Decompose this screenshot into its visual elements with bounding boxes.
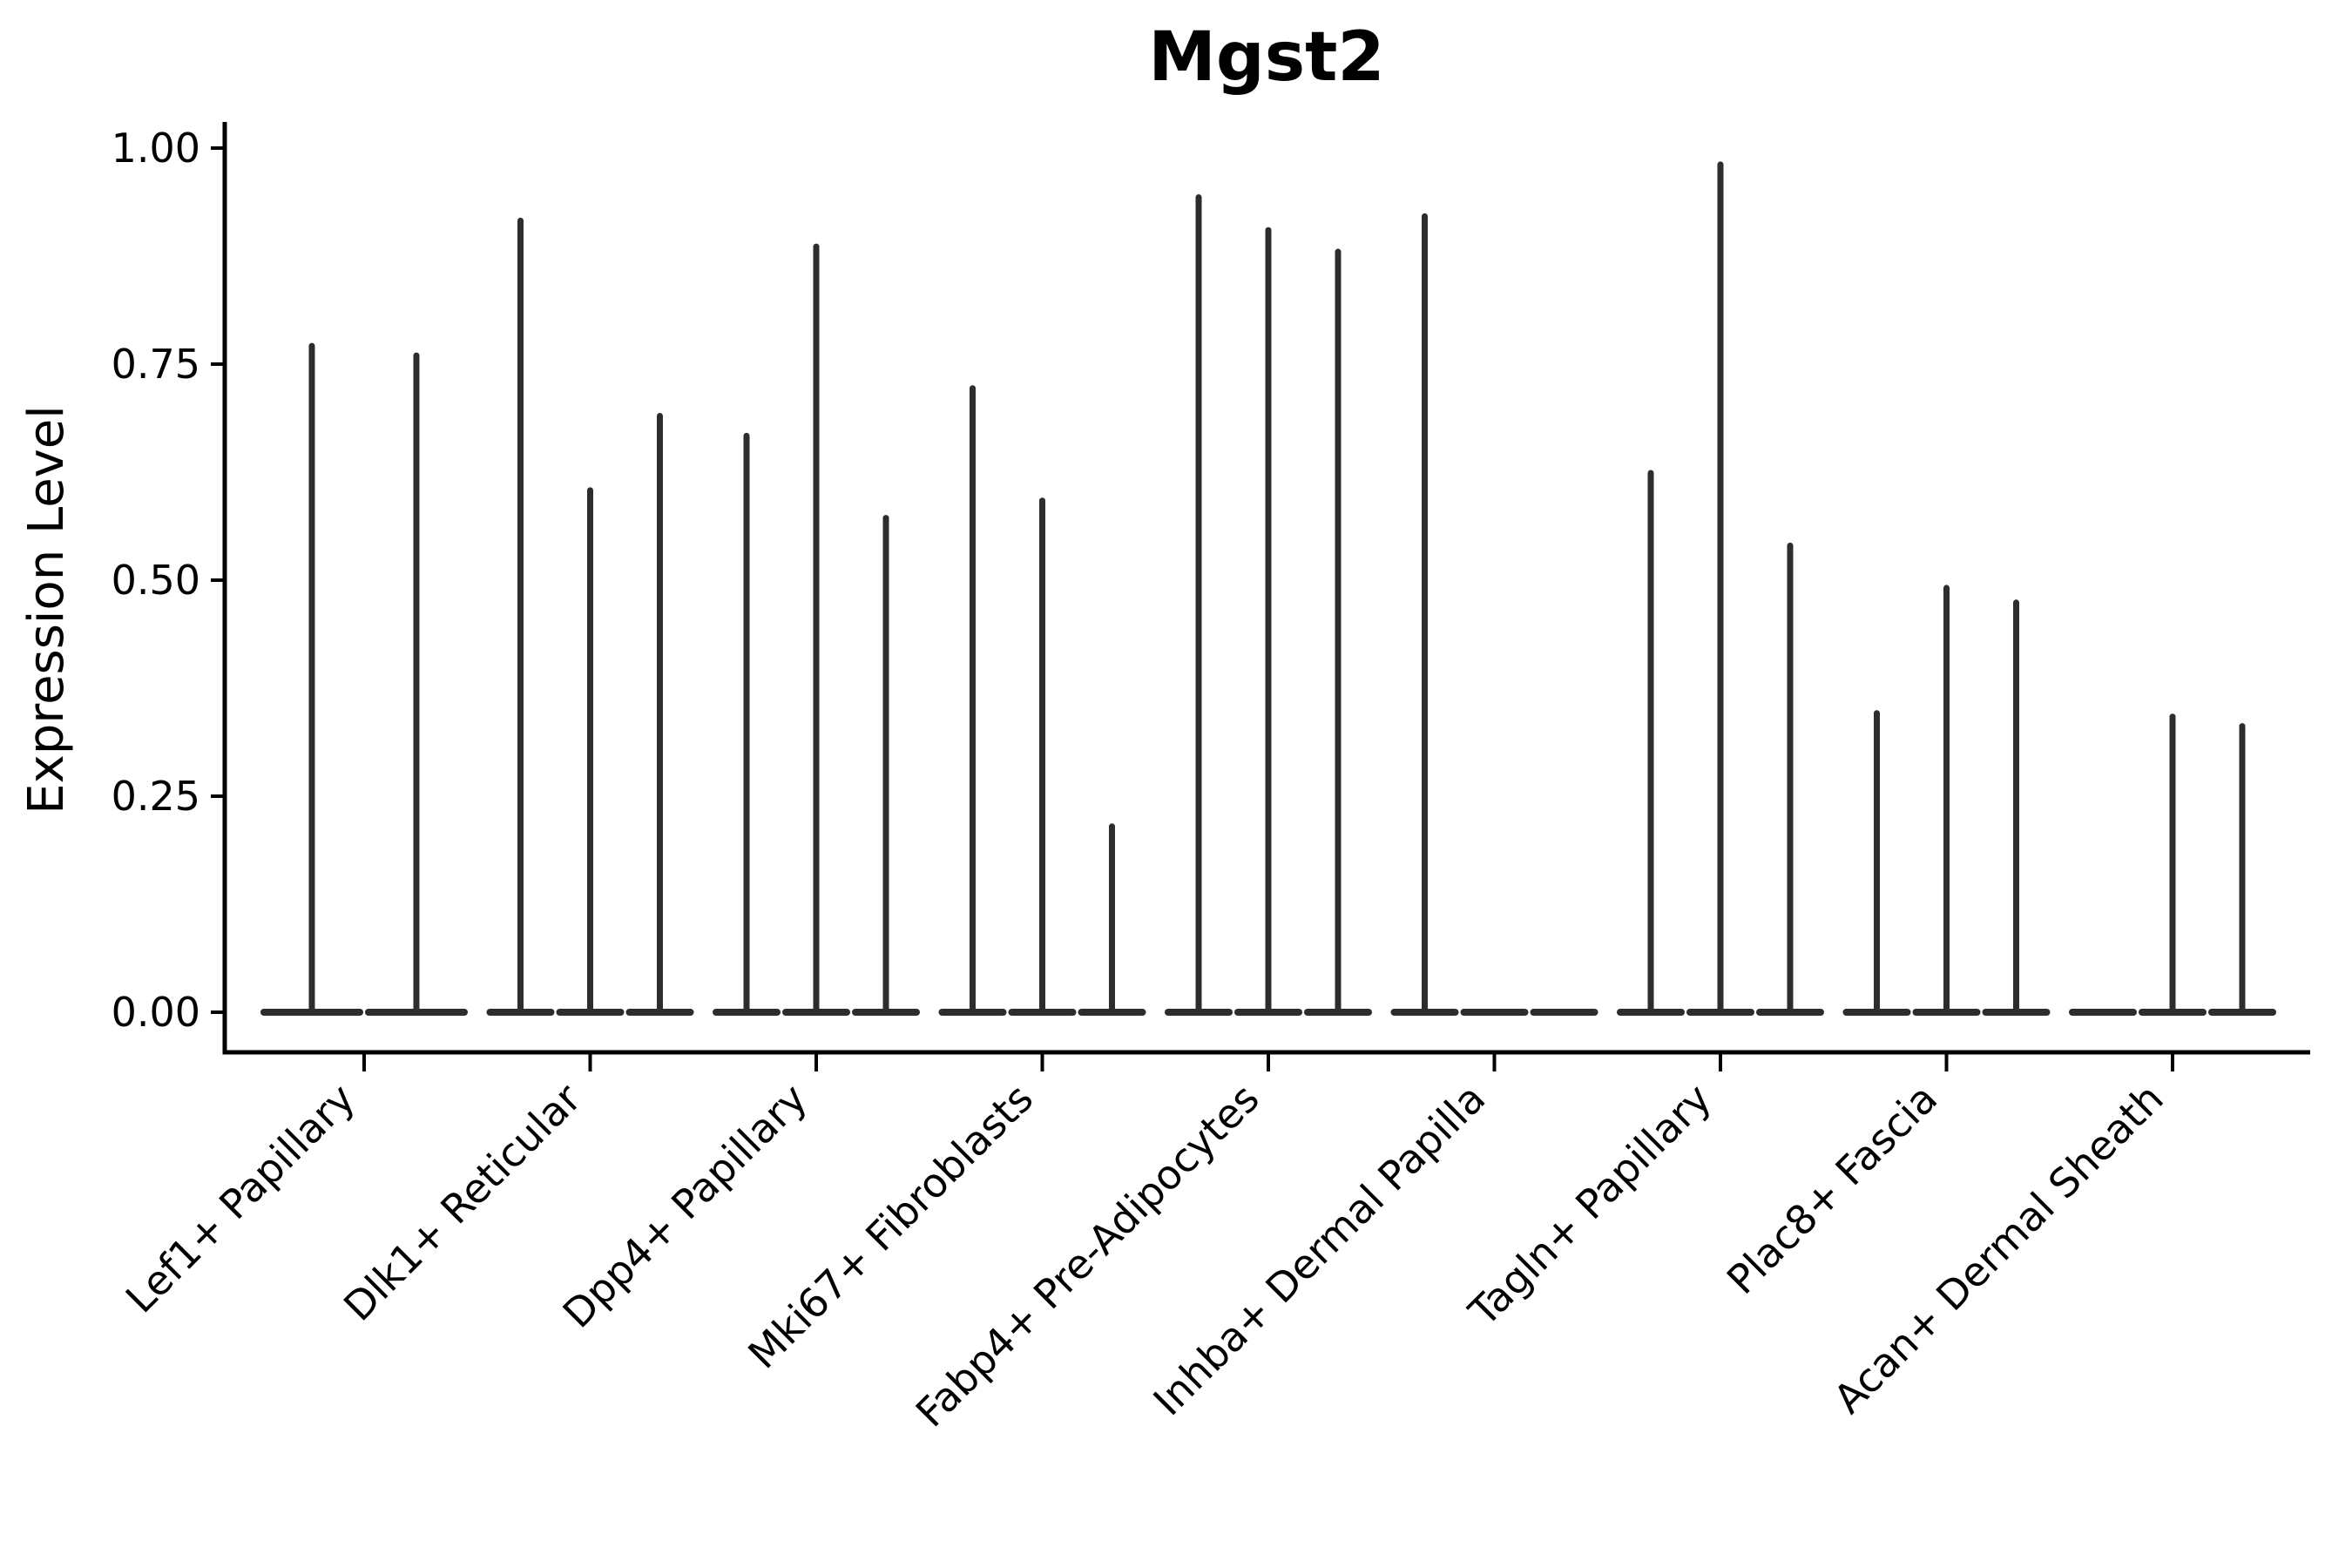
y-tick-label: 0.50 <box>112 557 200 604</box>
y-tick-label: 1.00 <box>112 125 200 172</box>
y-tick-label: 0.00 <box>112 989 200 1036</box>
y-tick-label: 0.75 <box>112 341 200 388</box>
x-tick-label: Dlk1+ Reticular <box>335 1075 590 1330</box>
x-tick-label: Dpp4+ Papillary <box>554 1075 816 1337</box>
x-tick-label: Lef1+ Papillary <box>117 1075 364 1322</box>
x-tick-label: Plac8+ Fascia <box>1718 1075 1946 1303</box>
y-tick-label: 0.25 <box>112 773 200 820</box>
x-tick-label: Tagln+ Papillary <box>1459 1075 1720 1336</box>
y-axis-ticks: 0.00 0.25 0.50 0.75 1.00 <box>112 125 225 1036</box>
y-axis-label: Expression Level <box>18 405 75 814</box>
chart-title: Mgst2 <box>1148 18 1384 97</box>
violins <box>260 161 2276 1016</box>
